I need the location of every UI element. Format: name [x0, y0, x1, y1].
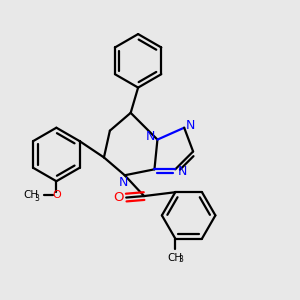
Text: N: N [145, 130, 155, 142]
Text: O: O [52, 190, 61, 200]
Text: CH: CH [23, 190, 38, 200]
Text: CH: CH [168, 253, 183, 262]
Text: N: N [118, 176, 128, 189]
Text: 3: 3 [34, 194, 39, 203]
Text: 3: 3 [179, 255, 184, 264]
Text: N: N [186, 119, 195, 132]
Text: N: N [178, 165, 188, 178]
Text: O: O [113, 191, 123, 204]
